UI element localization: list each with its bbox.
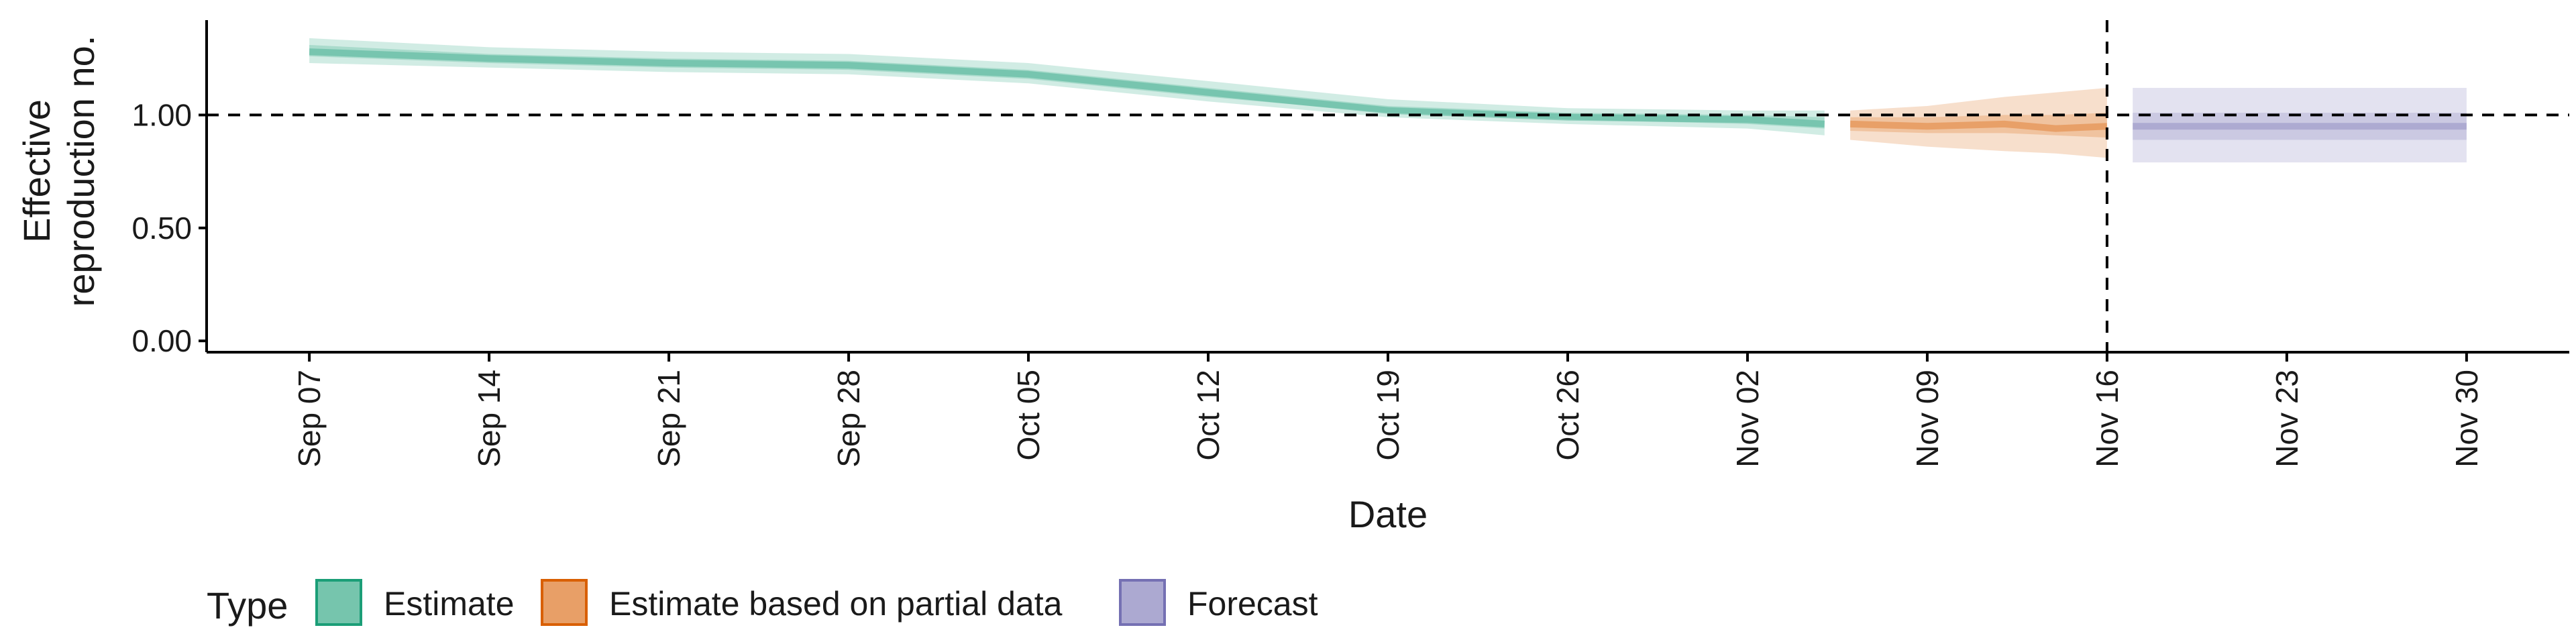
y-tick-label: 1.00	[131, 97, 192, 132]
x-tick-label: Nov 09	[1910, 370, 1945, 468]
x-axis-title: Date	[1348, 493, 1428, 535]
y-tick-label: 0.50	[131, 211, 192, 246]
legend-key-1	[541, 579, 588, 626]
legend-label-2: Forecast	[1187, 585, 1318, 623]
series-2-outer-band	[2133, 88, 2467, 163]
x-axis-ticks: Sep 07 Sep 14 Sep 21 Sep 28 Oct 05 Oct 12 Oct …	[292, 352, 2484, 468]
y-axis-title-line-1: Effective	[15, 99, 58, 243]
x-tick-label: Oct 12	[1191, 370, 1226, 461]
series-1-median-line	[1849, 120, 2108, 132]
legend-key-2	[1119, 579, 1166, 626]
x-tick-label: Nov 30	[2449, 370, 2484, 468]
series-1-inner-band	[1850, 113, 2107, 138]
series-median-lines	[309, 48, 2467, 132]
y-axis-ticks: 0.00 0.50 1.00	[131, 97, 207, 358]
x-tick-label: Sep 21	[651, 370, 686, 468]
legend-label-0: Estimate	[384, 585, 515, 623]
x-tick-label: Nov 16	[2090, 370, 2125, 468]
y-tick-label: 0.00	[131, 323, 192, 358]
series-1-outer-band	[1850, 88, 2107, 158]
x-tick-label: Nov 23	[2269, 370, 2304, 468]
series-0-median-line	[309, 48, 1825, 127]
legend: Type Estimate Estimate based on partial d…	[207, 579, 1318, 627]
legend-entries: Estimate Estimate based on partial data Fo…	[315, 579, 1318, 626]
legend-key-0	[315, 579, 362, 626]
x-tick-label: Nov 02	[1730, 370, 1765, 468]
series-0-inner-band	[309, 45, 1825, 129]
series-bands	[309, 38, 2467, 163]
x-tick-label: Sep 07	[292, 370, 327, 468]
x-tick-label: Oct 05	[1011, 370, 1046, 461]
legend-title: Type	[207, 584, 288, 627]
x-tick-label: Oct 19	[1371, 370, 1405, 461]
x-tick-label: Sep 28	[831, 370, 866, 468]
series-2-inner-band	[2133, 113, 2467, 140]
series-0-outer-band	[309, 38, 1825, 136]
x-tick-label: Oct 26	[1550, 370, 1585, 461]
x-tick-label: Sep 14	[472, 370, 506, 468]
y-axis-title-line-2: reproduction no.	[60, 36, 102, 307]
legend-label-1: Estimate based on partial data	[609, 585, 1063, 623]
